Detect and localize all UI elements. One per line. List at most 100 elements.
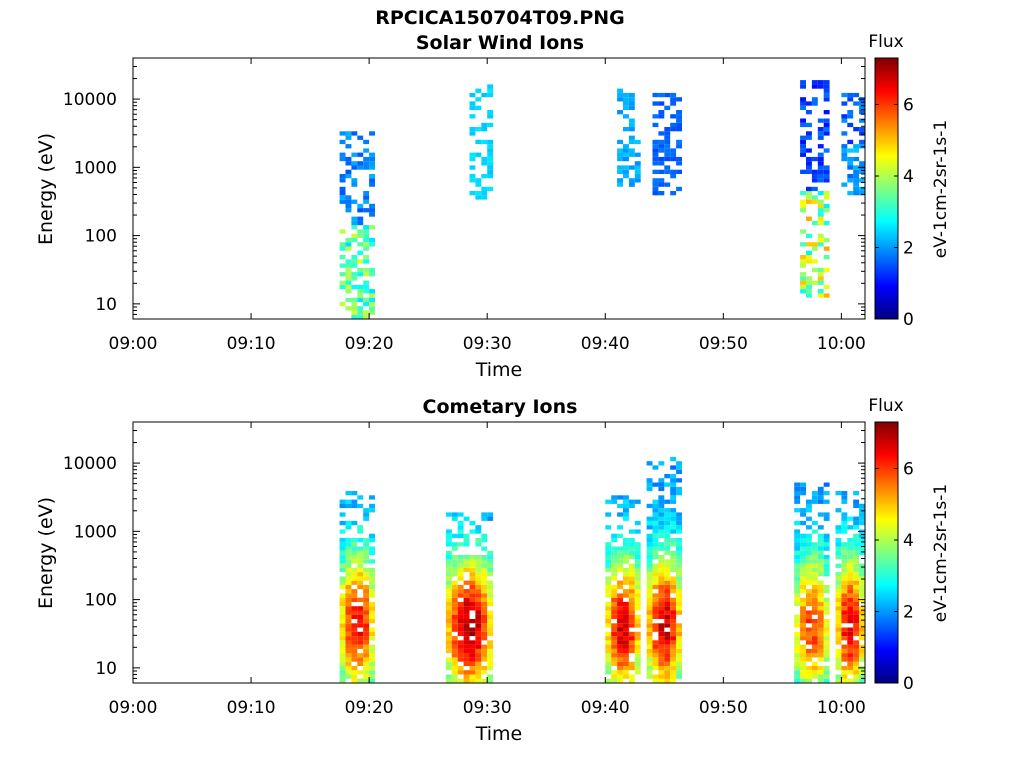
heatmap-cell bbox=[823, 127, 830, 132]
heatmap-cell bbox=[605, 678, 612, 683]
heatmap-cell bbox=[363, 584, 370, 590]
heatmap-cell bbox=[487, 555, 494, 560]
heatmap-cell bbox=[800, 674, 806, 679]
heatmap-cell bbox=[794, 678, 801, 683]
heatmap-cell bbox=[357, 242, 364, 247]
heatmap-cell bbox=[646, 627, 653, 632]
heatmap-cell bbox=[369, 653, 375, 658]
heatmap-cell bbox=[481, 580, 488, 585]
heatmap-cell bbox=[369, 533, 375, 538]
heatmap-cell bbox=[823, 533, 830, 538]
heatmap-cell bbox=[676, 139, 682, 145]
heatmap-cells bbox=[339, 80, 865, 319]
heatmap-cell bbox=[806, 567, 812, 573]
heatmap-cell bbox=[664, 542, 671, 547]
heatmap-cell bbox=[670, 555, 677, 560]
heatmap-cell bbox=[623, 92, 629, 98]
heatmap-cell bbox=[670, 512, 677, 517]
heatmap-cell bbox=[634, 606, 641, 611]
heatmap-cell bbox=[806, 508, 812, 513]
heatmap-cell bbox=[628, 178, 635, 183]
heatmap-cell bbox=[357, 284, 364, 290]
heatmap-cell bbox=[487, 92, 494, 98]
heatmap-cell bbox=[481, 186, 488, 192]
heatmap-cell bbox=[617, 636, 623, 641]
heatmap-cell bbox=[469, 92, 476, 98]
heatmap-cell bbox=[841, 114, 848, 119]
heatmap-cell bbox=[363, 161, 370, 166]
colorbar-tick-label: 6 bbox=[903, 459, 914, 479]
heatmap-cell bbox=[345, 503, 352, 509]
heatmap-cell bbox=[457, 670, 464, 675]
heatmap-cell bbox=[339, 139, 346, 145]
heatmap-cell bbox=[847, 631, 854, 637]
heatmap-cell bbox=[646, 601, 653, 607]
heatmap-cell bbox=[841, 499, 848, 504]
heatmap-cell bbox=[670, 127, 677, 132]
heatmap-cell bbox=[823, 92, 830, 98]
heatmap-cell bbox=[800, 280, 806, 285]
heatmap-cell bbox=[806, 563, 812, 568]
heatmap-cell bbox=[363, 657, 370, 662]
heatmap-cell bbox=[623, 674, 629, 679]
heatmap-cell bbox=[457, 567, 464, 573]
x-tick-label: 10:00 bbox=[817, 698, 866, 718]
heatmap-cell bbox=[664, 529, 671, 534]
heatmap-cell bbox=[339, 301, 346, 307]
heatmap-cell bbox=[676, 567, 682, 573]
heatmap-cell bbox=[823, 178, 830, 183]
heatmap-cell bbox=[646, 674, 653, 679]
heatmap-cell bbox=[345, 619, 352, 624]
heatmap-cell bbox=[351, 182, 358, 187]
heatmap-cell bbox=[811, 644, 818, 649]
heatmap-cell bbox=[487, 572, 494, 577]
y-tick-label: 100 bbox=[85, 227, 117, 247]
heatmap-cell bbox=[670, 156, 677, 162]
heatmap-cell bbox=[628, 648, 635, 654]
heatmap-cell bbox=[634, 542, 641, 547]
heatmap-cell bbox=[611, 538, 618, 543]
heatmap-cell bbox=[628, 597, 635, 602]
heatmap-cell bbox=[369, 161, 375, 166]
heatmap-cell bbox=[463, 601, 470, 607]
heatmap-cell bbox=[445, 563, 452, 568]
heatmap-cell bbox=[617, 152, 623, 157]
heatmap-cell bbox=[357, 525, 364, 530]
heatmap-cell bbox=[363, 623, 370, 628]
heatmap-cell bbox=[853, 567, 860, 573]
heatmap-cell bbox=[605, 640, 612, 645]
heatmap-cell bbox=[351, 301, 358, 307]
heatmap-cell bbox=[634, 139, 641, 145]
heatmap-cell bbox=[658, 631, 665, 637]
heatmap-cell bbox=[853, 665, 860, 671]
heatmap-cell bbox=[800, 653, 806, 658]
heatmap-cell bbox=[487, 148, 494, 153]
heatmap-cell bbox=[451, 589, 458, 594]
heatmap-cell bbox=[345, 306, 352, 311]
heatmap-cell bbox=[853, 653, 860, 658]
heatmap-cell bbox=[806, 542, 812, 547]
heatmap-cell bbox=[628, 619, 635, 624]
heatmap-cell bbox=[664, 182, 671, 187]
heatmap-cell bbox=[463, 614, 470, 619]
heatmap-cell bbox=[339, 242, 346, 247]
heatmap-cell bbox=[487, 88, 494, 93]
heatmap-cell bbox=[457, 584, 464, 590]
heatmap-cell bbox=[664, 576, 671, 581]
heatmap-cell bbox=[357, 555, 364, 560]
heatmap-cell bbox=[623, 640, 629, 645]
heatmap-cell bbox=[853, 623, 860, 628]
heatmap-cell bbox=[823, 619, 830, 624]
heatmap-cell bbox=[853, 174, 860, 179]
heatmap-cell bbox=[794, 648, 801, 654]
heatmap-cell bbox=[664, 169, 671, 174]
heatmap-cell bbox=[605, 589, 612, 594]
heatmap-cell bbox=[451, 606, 458, 611]
heatmap-cell bbox=[670, 478, 677, 483]
heatmap-cell bbox=[806, 674, 812, 679]
heatmap-cell bbox=[817, 276, 824, 281]
heatmap-cell bbox=[475, 105, 482, 110]
heatmap-cell bbox=[800, 135, 806, 140]
heatmap-cell bbox=[611, 563, 618, 568]
heatmap-cell bbox=[611, 606, 618, 611]
